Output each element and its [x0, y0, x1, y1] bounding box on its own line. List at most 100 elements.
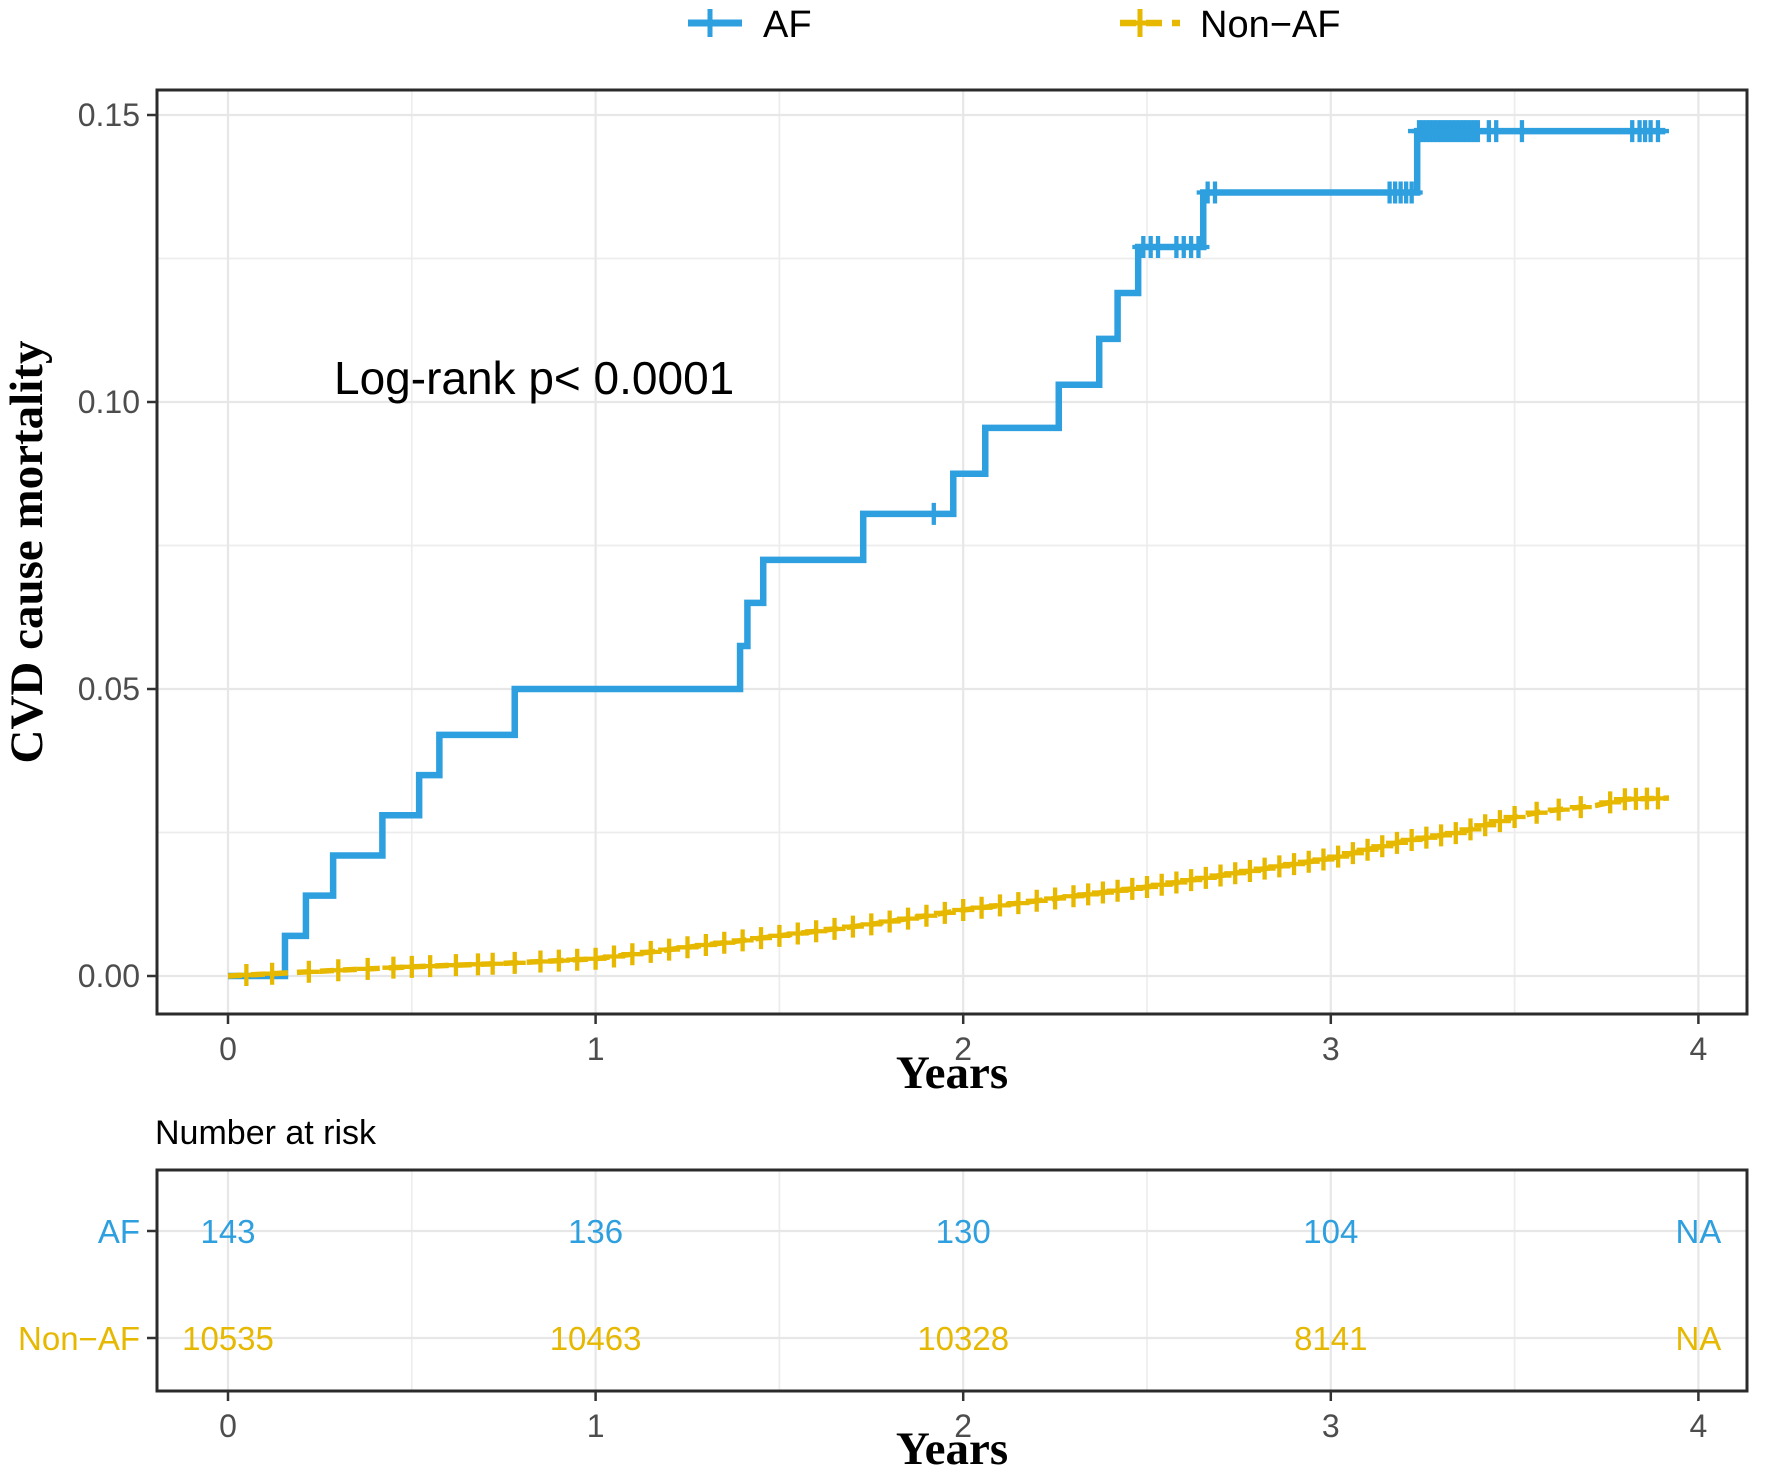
nonaf-censor-mark [713, 931, 736, 954]
y-tick-label: 0.15 [78, 97, 140, 133]
nonaf-censor-mark [639, 940, 662, 963]
af-censor-mark [1204, 181, 1227, 204]
nonaf-censor-mark [1044, 887, 1067, 910]
nonaf-censor-mark [823, 917, 846, 940]
legend-key-nonaf-plus [1126, 9, 1154, 37]
risk-row-label-nonaf: Non−AF [18, 1320, 140, 1357]
risk-x-tick-label: 3 [1322, 1408, 1340, 1444]
nonaf-censor-mark [1599, 791, 1622, 814]
af-censor-mark [922, 502, 945, 525]
nonaf-censor-mark [1503, 806, 1526, 829]
risk-table-title: Number at risk [155, 1114, 377, 1152]
nonaf-censor-mark [1297, 850, 1320, 873]
y-tick-label: 0.00 [78, 958, 140, 994]
risk-value: NA [1675, 1320, 1721, 1357]
legend-keys [688, 9, 1180, 37]
risk-value: 136 [568, 1213, 623, 1250]
axis-ticks-and-labels: 0.00 0.05 0.10 0.15 0 0 1 1 2 2 3 3 4 4 [78, 97, 1708, 1444]
nonaf-censor-mark [261, 962, 284, 985]
logrank-annotation: Log-rank p< 0.0001 [334, 352, 734, 404]
nonaf-censor-mark [988, 894, 1011, 917]
risk-value: 10535 [182, 1320, 274, 1357]
nonaf-censor-mark [547, 949, 570, 972]
risk-panel-gridlines [157, 1170, 1747, 1391]
risk-value: 104 [1303, 1213, 1358, 1250]
nonaf-censor-mark [786, 922, 809, 945]
risk-x-tick-label: 2 [954, 1408, 972, 1444]
risk-panel-border [155, 1168, 1749, 1393]
nonaf-censor-mark [1400, 828, 1423, 851]
nonaf-censor-mark [1569, 796, 1592, 819]
nonaf-censor-mark [1646, 787, 1669, 810]
nonaf-censor-mark [1341, 842, 1364, 865]
x-tick-label: 0 [219, 1031, 237, 1067]
risk-x-tick-label: 1 [587, 1408, 605, 1444]
risk-x-tick-label: 4 [1690, 1408, 1708, 1444]
risk-value: 10328 [917, 1320, 1009, 1357]
nonaf-censor-mark [1180, 869, 1203, 892]
x-tick-label: 2 [954, 1031, 972, 1067]
risk-value: 143 [200, 1213, 255, 1250]
nonaf-censor-mark [1356, 838, 1379, 861]
risk-table-values: 143 136 130 104 NA 10535 10463 10328 8141 NA [182, 1213, 1721, 1357]
x-tick-label: 4 [1690, 1031, 1708, 1067]
nonaf-censor-mark [952, 898, 975, 921]
nonaf-censor-mark [1371, 835, 1394, 858]
risk-value: 8141 [1294, 1320, 1367, 1357]
nonaf-censor-mark [970, 896, 993, 919]
nonaf-censor-mark [1007, 892, 1030, 915]
nonaf-censor-mark [1547, 798, 1570, 821]
nonaf-censor-mark [481, 952, 504, 975]
risk-value: 130 [936, 1213, 991, 1250]
nonaf-censor-mark [731, 929, 754, 952]
x-tick-label: 3 [1322, 1031, 1340, 1067]
nonaf-censor-mark [878, 910, 901, 933]
nonaf-censor-mark [1327, 845, 1350, 868]
nonaf-censor-mark [1194, 866, 1217, 889]
nonaf-censor-mark [1430, 824, 1453, 847]
nonaf-censor-mark [1136, 876, 1158, 899]
nonaf-censor-mark [1444, 822, 1467, 845]
nonaf-censor-mark [768, 924, 791, 947]
risk-x-axis-title: Years [896, 1423, 1008, 1473]
risk-x-tick-label: 0 [219, 1408, 237, 1444]
nonaf-censor-mark [503, 951, 526, 974]
nonaf-censor-mark [1224, 862, 1247, 885]
panel-borders [155, 88, 1749, 1393]
nonaf-censor-mark [621, 943, 644, 966]
nonaf-censor-mark [860, 913, 883, 936]
nonaf-censor-mark [915, 904, 938, 927]
legend-label-nonaf: Non−AF [1200, 4, 1340, 46]
nonaf-censor-mark [1150, 873, 1173, 896]
risk-value: NA [1675, 1213, 1721, 1250]
nonaf-censor-mark [419, 955, 442, 978]
nonaf-censor-mark [566, 948, 589, 971]
y-axis-title: CVD cause mortality [1, 340, 53, 763]
af-censor-mark [1187, 236, 1210, 259]
nonaf-censor-mark [1474, 814, 1497, 837]
nonaf-censor-mark [327, 959, 350, 982]
nonaf-censor-mark [1415, 826, 1438, 849]
nonaf-censor-mark [444, 954, 467, 977]
af-censor-mark [1646, 120, 1669, 143]
nonaf-censor-mark [1025, 889, 1048, 912]
risk-value: 10463 [550, 1320, 642, 1357]
nonaf-censor-mark [584, 947, 607, 970]
main-panel-gridlines [157, 90, 1747, 1014]
nonaf-censor-mark [750, 927, 773, 950]
nonaf-censor-mark [805, 920, 828, 943]
x-tick-label: 1 [587, 1031, 605, 1067]
risk-row-label-af: AF [98, 1213, 140, 1250]
nonaf-censor-mark [382, 956, 405, 979]
nonaf-censor-mark [1488, 810, 1511, 833]
nonaf-censor-mark [933, 901, 956, 924]
af-censor-mark [1147, 236, 1170, 259]
af-censor-mark [1400, 181, 1423, 204]
nonaf-censor-mark [1283, 853, 1306, 876]
nonaf-censor-mark [1253, 857, 1276, 880]
nonaf-censor-mark [529, 950, 552, 973]
y-tick-label: 0.05 [78, 671, 140, 707]
nonaf-censor-mark [1459, 818, 1482, 841]
